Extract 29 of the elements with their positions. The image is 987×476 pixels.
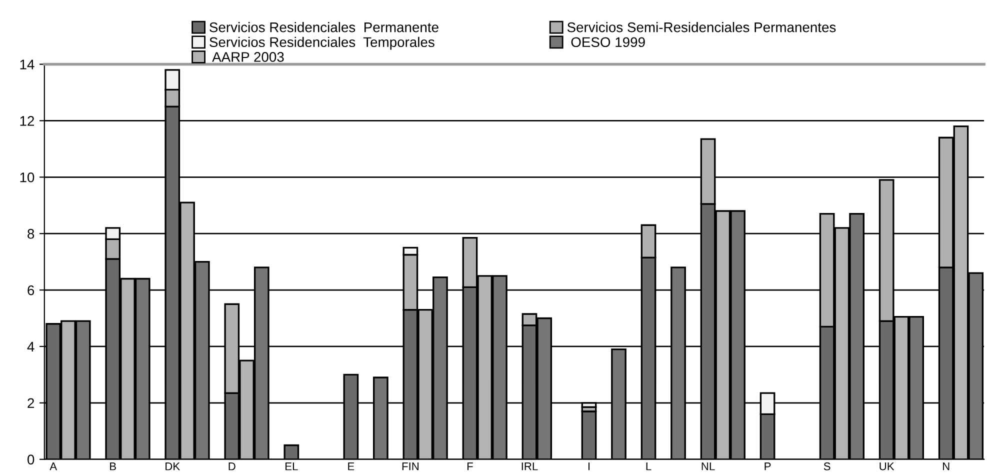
legend-label: Servicios Residenciales Permanente bbox=[210, 22, 438, 32]
x-tick-label: EL bbox=[286, 462, 298, 470]
y-tick-label: 2 bbox=[28, 398, 34, 408]
y-tick-label: 6 bbox=[28, 285, 34, 296]
y-tick-label: 10 bbox=[20, 172, 34, 182]
x-tick-label: B bbox=[110, 462, 116, 470]
x-tick-label: A bbox=[50, 462, 58, 470]
legend-label: AARP 2003 bbox=[212, 52, 284, 62]
legend-label: Servicios Residenciales Temporales bbox=[210, 36, 434, 50]
x-tick-label: IRL bbox=[522, 462, 538, 470]
y-tick-label: 14 bbox=[20, 60, 34, 70]
y-tick-label: 4 bbox=[27, 342, 34, 352]
legend-label: OESO 1999 bbox=[571, 37, 645, 48]
x-tick-label: D bbox=[228, 462, 236, 470]
y-tick-label: 8 bbox=[28, 228, 34, 239]
x-tick-label: I bbox=[588, 462, 590, 470]
x-tick-label: DK bbox=[166, 462, 180, 470]
x-tick-label: E bbox=[348, 462, 354, 470]
x-tick-label: UK bbox=[880, 462, 894, 470]
x-tick-label: L bbox=[646, 462, 652, 470]
x-tick-label: F bbox=[467, 462, 473, 470]
y-tick-label: 0 bbox=[28, 454, 34, 465]
x-tick-label: FIN bbox=[402, 462, 418, 470]
legend-label: Servicios Semi-Residenciales Permanentes bbox=[567, 22, 836, 32]
x-tick-label: S bbox=[824, 462, 830, 470]
x-tick-label: P bbox=[764, 462, 771, 470]
x-tick-label: N bbox=[942, 462, 950, 470]
y-tick-label: 12 bbox=[20, 116, 34, 126]
x-tick-label: NL bbox=[702, 462, 715, 470]
